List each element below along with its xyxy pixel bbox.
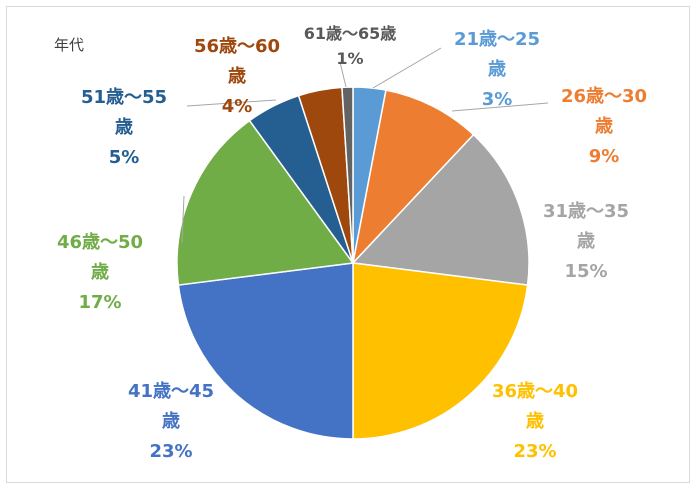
pie-slices: [176, 86, 530, 440]
slice-label: 31歳～35 歳 15%: [543, 201, 629, 282]
pie-slice: [352, 262, 529, 440]
slice-label: 56歳～60 歳 4%: [194, 36, 280, 117]
slice-label: 21歳～25 歳 3%: [454, 29, 540, 110]
pie-slice: [351, 133, 530, 286]
slice-label: 51歳～55 歳 5%: [81, 87, 167, 168]
pie-slice: [176, 119, 355, 286]
data-labels: 21歳～25 歳 3% 26歳～30 歳 9% 31歳～35 歳 15% 36歳～40 歳 23% 41…: [57, 24, 647, 462]
slice-label: 41歳～45 歳 23%: [128, 381, 214, 462]
slice-label: 46歳～50 歳 17%: [57, 232, 143, 313]
leader-lines: [181, 47, 549, 244]
pie-slice: [351, 89, 475, 266]
leader-line: [372, 47, 442, 89]
chart-title: 年代: [54, 36, 85, 54]
slice-label: 61歳～65歳 1%: [304, 24, 397, 68]
pie-slice: [341, 86, 354, 264]
pie-slice: [177, 262, 354, 440]
slice-label: 26歳～30 歳 9%: [561, 86, 647, 167]
slice-label: 36歳～40 歳 23%: [492, 381, 578, 462]
leader-line: [186, 99, 277, 107]
leader-line: [451, 102, 549, 112]
leader-line: [339, 61, 347, 88]
leader-line: [181, 195, 185, 244]
